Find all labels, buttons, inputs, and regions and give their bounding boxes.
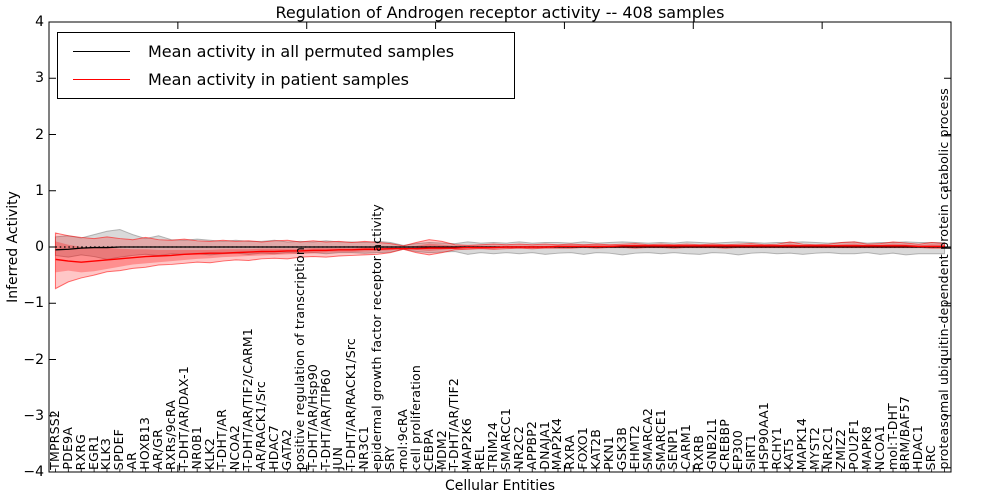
y-tick-label: −3 xyxy=(23,407,44,424)
legend-entry-permuted: Mean activity in all permuted samples xyxy=(58,42,514,61)
y-tick-label: −1 xyxy=(23,295,44,312)
x-tick-label: proteasomal ubiquitin-dependent protein … xyxy=(936,88,952,470)
x-tick-label: epidermal growth factor receptor activit… xyxy=(369,204,385,470)
y-tick-label: −2 xyxy=(23,351,44,368)
legend: Mean activity in all permuted samples Me… xyxy=(57,32,515,99)
legend-line-permuted-icon xyxy=(73,51,130,52)
chart-title: Regulation of Androgen receptor activity… xyxy=(275,3,725,22)
y-tick-label: 3 xyxy=(35,70,44,87)
patient-range-outer-band xyxy=(54,232,946,290)
legend-entry-patient: Mean activity in patient samples xyxy=(58,70,514,89)
legend-label-permuted: Mean activity in all permuted samples xyxy=(148,42,455,61)
y-tick-label: 1 xyxy=(35,182,44,199)
legend-line-patient-icon xyxy=(73,79,130,80)
y-tick-label: 2 xyxy=(35,126,44,143)
series-line-1 xyxy=(55,245,945,263)
patient-range-inner-band xyxy=(55,241,945,273)
y-tick-label: 0 xyxy=(35,239,44,255)
x-axis-title: Cellular Entities xyxy=(444,478,556,494)
legend-label-patient: Mean activity in patient samples xyxy=(148,70,409,89)
y-tick-label: 4 xyxy=(35,14,44,30)
y-tick-label: −4 xyxy=(23,464,44,480)
